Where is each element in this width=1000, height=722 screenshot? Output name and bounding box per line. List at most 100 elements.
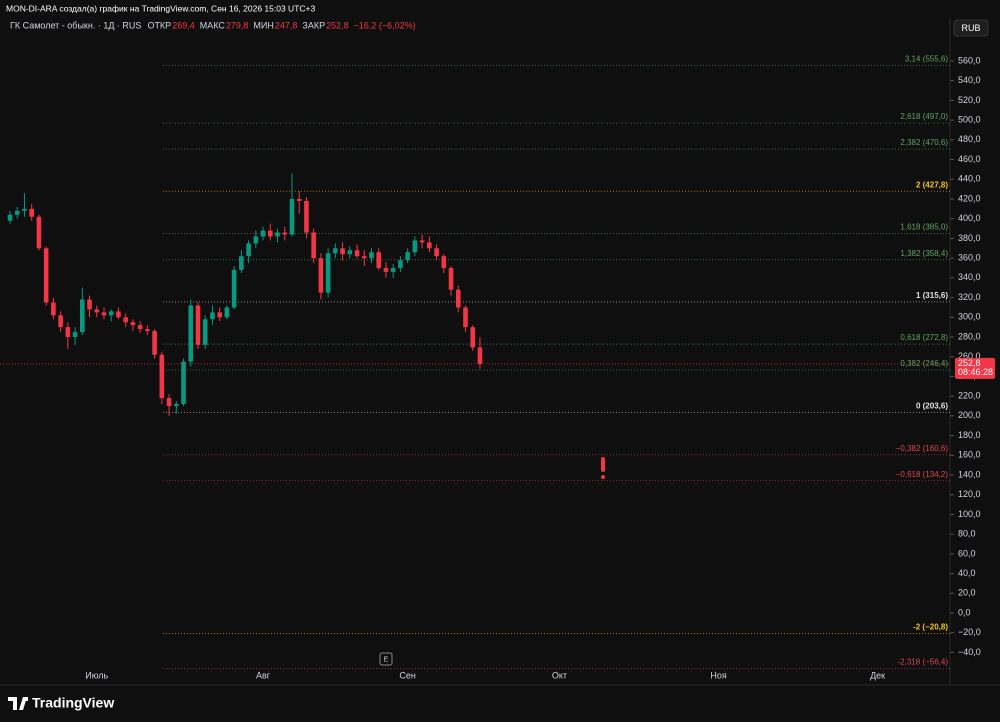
- y-tick-label: 440,0: [958, 174, 981, 184]
- candle-body: [434, 248, 439, 257]
- fib-label: -2,318 (−56,4): [898, 658, 949, 667]
- brand: TradingView: [32, 695, 114, 711]
- candle-body: [383, 268, 389, 272]
- candle-body: [289, 198, 295, 235]
- candle-body: [58, 315, 63, 328]
- fib-label: −0,618 (134,2): [896, 470, 949, 479]
- y-tick-label: 320,0: [958, 292, 981, 302]
- legend-value: 279,8: [226, 20, 249, 30]
- currency[interactable]: RUB: [961, 23, 980, 33]
- candle-body: [427, 242, 432, 249]
- last-price-tag: [955, 357, 995, 379]
- candle-body: [29, 208, 34, 217]
- candle-body: [260, 230, 266, 237]
- y-tick-label: 40,0: [958, 568, 976, 578]
- candle-body: [455, 289, 461, 308]
- y-tick-label: 20,0: [958, 588, 976, 598]
- candle-body: [354, 250, 360, 257]
- y-tick-label: 140,0: [958, 469, 981, 479]
- y-tick-label: 160,0: [958, 450, 981, 460]
- candle-body: [325, 253, 331, 293]
- candle-body: [51, 302, 56, 316]
- candle-body: [173, 404, 179, 407]
- candle-body: [231, 269, 237, 308]
- candle-body: [72, 332, 78, 338]
- y-tick-label: 0,0: [958, 607, 971, 617]
- candle-body: [145, 329, 150, 332]
- fib-label: -2 (−20,8): [913, 623, 948, 632]
- y-tick-label: 520,0: [958, 95, 981, 105]
- fib-label: −0,382 (160,6): [896, 444, 949, 453]
- candle-body: [463, 307, 468, 328]
- candle-body: [217, 312, 222, 318]
- candle-body: [267, 230, 273, 237]
- countdown: 08:46:28: [958, 367, 993, 377]
- candle-body: [65, 327, 71, 338]
- legend-name: МАКС: [200, 20, 226, 30]
- candle-body: [7, 214, 13, 221]
- y-tick-label: 400,0: [958, 213, 981, 223]
- y-tick-label: 120,0: [958, 489, 981, 499]
- candle-body: [275, 232, 280, 237]
- fib-label: 2,618 (497,0): [900, 112, 948, 121]
- fib-label: 2 (427,8): [916, 180, 948, 189]
- y-tick-label: 260,0: [958, 351, 981, 361]
- candle-body: [239, 256, 244, 270]
- candle-body: [405, 252, 410, 261]
- candle-body: [137, 325, 143, 330]
- y-tick-label: −40,0: [958, 647, 981, 657]
- y-tick-label: 60,0: [958, 548, 976, 558]
- currency-button[interactable]: [953, 19, 989, 37]
- candle-body: [159, 354, 165, 399]
- candle-body: [123, 317, 128, 323]
- candle-body: [318, 258, 324, 293]
- y-tick-label: 420,0: [958, 193, 981, 203]
- x-tick-label: Ноя: [710, 670, 727, 680]
- event-marker[interactable]: E: [384, 656, 389, 663]
- candle-body: [152, 331, 157, 355]
- legend-change: −16,2 (−6,02%): [354, 20, 416, 30]
- fib-label: 0 (203,6): [916, 401, 948, 410]
- legend-name: МИН: [253, 20, 273, 30]
- y-tick-label: 340,0: [958, 272, 981, 282]
- candle-body: [333, 248, 338, 254]
- fib-label: 1,382 (358,4): [900, 249, 948, 258]
- fib-label: 0,618 (272,8): [900, 333, 948, 342]
- candle-body: [224, 307, 230, 318]
- y-tick-label: 460,0: [958, 154, 981, 164]
- candle-body: [181, 361, 186, 405]
- candle-body: [419, 240, 425, 243]
- y-tick-label: 100,0: [958, 509, 981, 519]
- candle-body: [390, 268, 396, 272]
- candle-body: [195, 305, 201, 345]
- candle-body: [340, 248, 345, 255]
- ohlc-legend: ОТКР 269,4 МАКС 279,8 МИН 247,8 ЗАКР 252,8 −16,2…: [147, 20, 415, 30]
- y-tick-label: 360,0: [958, 253, 981, 263]
- candle-body: [448, 268, 454, 290]
- candle-body: [246, 243, 251, 257]
- x-tick-label: Июль: [85, 670, 108, 680]
- candle-body: [347, 250, 353, 255]
- candle-body: [116, 311, 121, 318]
- x-tick-label: Сен: [399, 670, 416, 680]
- candle-body: [36, 216, 42, 249]
- fib-label: 1 (315,6): [916, 291, 948, 300]
- y-tick-label: 500,0: [958, 115, 981, 125]
- candle-body: [361, 256, 367, 259]
- candle-body: [253, 236, 259, 244]
- candle-body: [369, 252, 374, 259]
- candle-body: [130, 322, 136, 326]
- candle-body: [477, 347, 483, 364]
- header: MON-DI-ARA создал(а) график на TradingVi…: [6, 3, 315, 13]
- logo: TradingView: [8, 695, 114, 711]
- candle-body: [296, 198, 302, 201]
- candle-body: [188, 305, 194, 362]
- event-box[interactable]: [379, 652, 393, 666]
- candle-body: [210, 312, 215, 320]
- candle-body: [108, 311, 114, 316]
- logo-icon: [8, 697, 28, 710]
- symbol: ГК Самолет - обыкн. · 1Д · RUS: [10, 20, 141, 30]
- candle-body: [22, 208, 27, 211]
- legend-name: ОТКР: [147, 20, 171, 30]
- x-tick-label: Авг: [256, 670, 271, 680]
